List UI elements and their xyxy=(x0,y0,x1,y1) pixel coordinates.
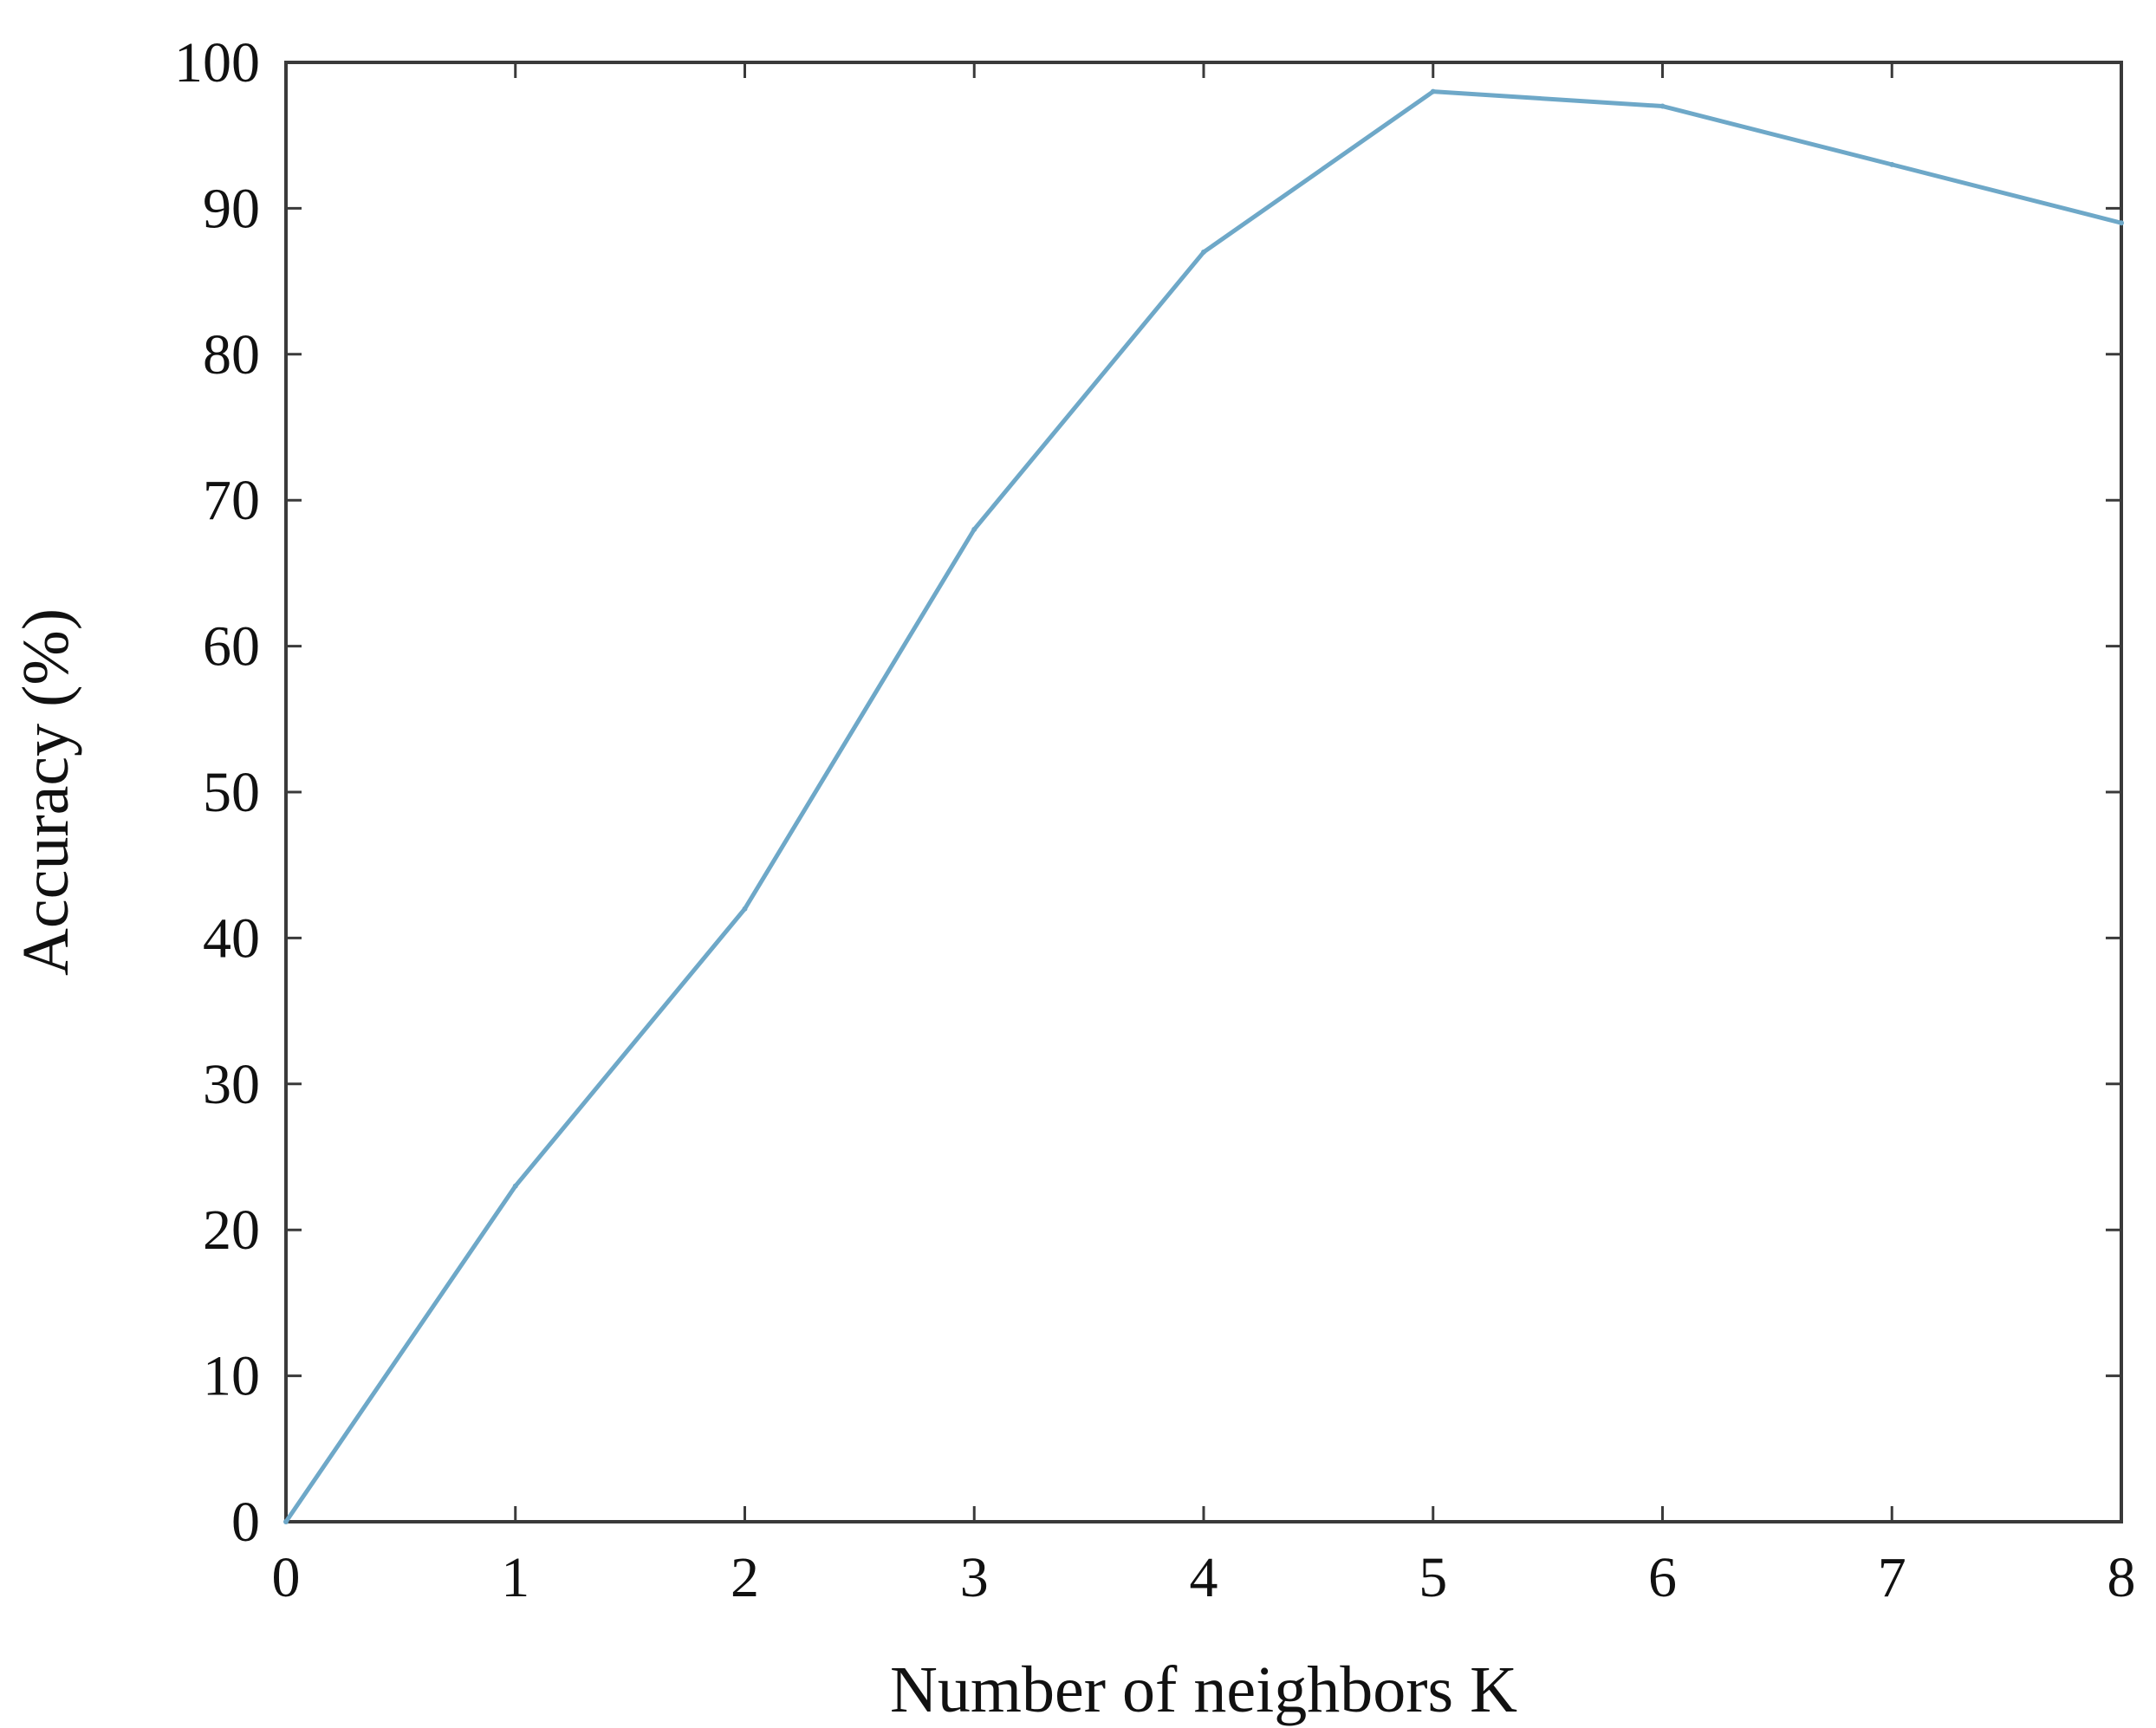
data-point xyxy=(2119,220,2124,226)
plot-frame xyxy=(284,61,2123,1523)
data-point xyxy=(512,1183,518,1189)
y-tick-label: 30 xyxy=(203,1053,260,1116)
y-tick-label: 40 xyxy=(203,906,260,970)
x-axis-title: Number of neighbors K xyxy=(890,1653,1517,1726)
data-point xyxy=(1659,103,1666,109)
data-point xyxy=(971,526,977,532)
x-tick-label: 1 xyxy=(501,1546,529,1609)
series-layer xyxy=(283,88,2124,1524)
y-axis-title: Accuracy (%) xyxy=(10,608,82,976)
y-tick-label: 20 xyxy=(203,1199,260,1262)
y-tick-label: 80 xyxy=(203,323,260,387)
y-tick-label: 100 xyxy=(174,31,260,94)
x-tick-label: 8 xyxy=(2107,1546,2136,1609)
y-tick-label: 70 xyxy=(203,469,260,532)
y-axis-ticks: 0 10 20 30 40 50 60 70 80 90 100 xyxy=(174,31,2121,1554)
x-tick-label: 2 xyxy=(731,1546,759,1609)
x-tick-label: 4 xyxy=(1190,1546,1218,1609)
data-point xyxy=(742,906,748,912)
x-axis-ticks: 0 1 2 3 4 5 6 7 8 xyxy=(272,62,2136,1609)
x-tick-label: 3 xyxy=(960,1546,989,1609)
y-tick-label: 10 xyxy=(203,1345,260,1408)
x-tick-label: 0 xyxy=(272,1546,301,1609)
x-tick-label: 7 xyxy=(1878,1546,1906,1609)
y-tick-label: 90 xyxy=(203,177,260,240)
data-point xyxy=(283,1519,289,1524)
data-point xyxy=(1201,249,1206,255)
x-tick-label: 6 xyxy=(1648,1546,1677,1609)
data-point xyxy=(1430,88,1436,94)
series-line-0 xyxy=(283,89,2124,1524)
y-tick-label: 50 xyxy=(203,761,260,824)
x-tick-label: 5 xyxy=(1419,1546,1447,1609)
data-point xyxy=(1889,161,1895,167)
y-tick-label: 60 xyxy=(203,615,260,679)
y-tick-label: 0 xyxy=(231,1491,260,1554)
